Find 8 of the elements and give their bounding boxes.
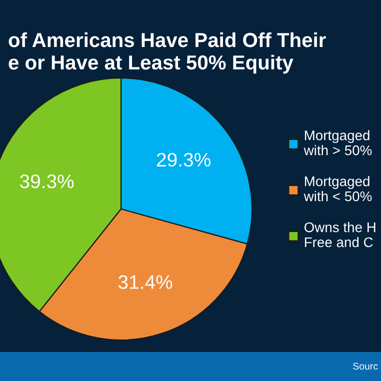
chart-title: of Americans Have Paid Off Their e or Have at Least 50% Equity [8,32,326,74]
data-label: 39.3% [20,174,74,188]
legend-label: Mortgaged with < 50% [304,176,372,202]
legend-label: Mortgaged with > 50% [304,130,372,156]
data-label: 31.4% [118,275,172,289]
text: Sourc [353,362,378,370]
legend-label: Owns the H Free and C [304,222,376,248]
data-label: 29.3% [156,152,210,167]
